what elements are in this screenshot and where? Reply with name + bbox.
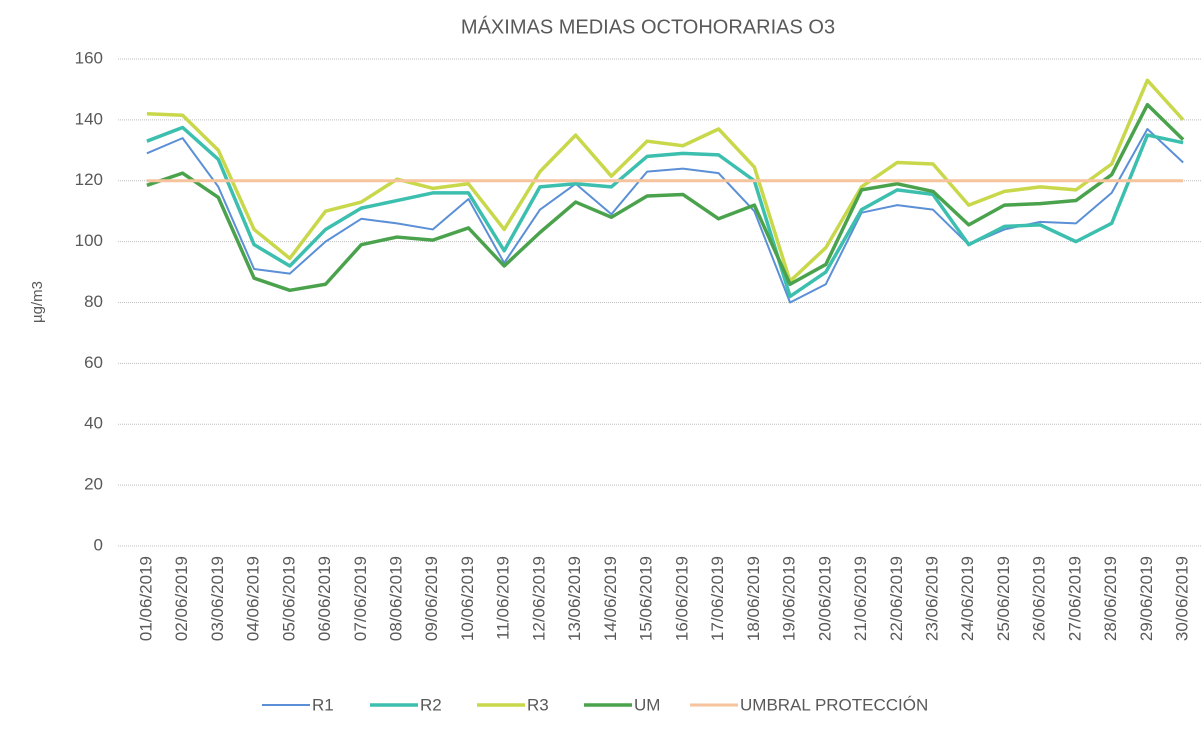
x-tick-label: 22/06/2019 bbox=[887, 556, 906, 641]
x-tick-label: 07/06/2019 bbox=[351, 556, 370, 641]
x-tick-label: 10/06/2019 bbox=[458, 556, 477, 641]
y-tick-label: 60 bbox=[84, 353, 103, 372]
x-tick-label: 29/06/2019 bbox=[1137, 556, 1156, 641]
x-tick-label: 04/06/2019 bbox=[244, 556, 263, 641]
x-tick-label: 26/06/2019 bbox=[1030, 556, 1049, 641]
x-tick-label: 15/06/2019 bbox=[637, 556, 656, 641]
y-tick-label: 80 bbox=[84, 292, 103, 311]
legend-label: R1 bbox=[312, 695, 334, 714]
legend-label: R3 bbox=[527, 695, 549, 714]
x-tick-label: 28/06/2019 bbox=[1101, 556, 1120, 641]
y-tick-label: 160 bbox=[75, 48, 103, 67]
legend-label: UMBRAL PROTECCIÓN bbox=[740, 695, 928, 714]
chart-title: MÁXIMAS MEDIAS OCTOHORARIAS O3 bbox=[461, 15, 835, 38]
y-axis-label: µg/m3 bbox=[29, 281, 46, 323]
x-tick-label: 09/06/2019 bbox=[422, 556, 441, 641]
y-tick-label: 40 bbox=[84, 414, 103, 433]
x-tick-label: 19/06/2019 bbox=[780, 556, 799, 641]
x-tick-label: 02/06/2019 bbox=[172, 556, 191, 641]
x-tick-label: 16/06/2019 bbox=[672, 556, 691, 641]
x-tick-label: 20/06/2019 bbox=[815, 556, 834, 641]
x-tick-label: 27/06/2019 bbox=[1065, 556, 1084, 641]
x-tick-label: 08/06/2019 bbox=[386, 556, 405, 641]
x-tick-label: 14/06/2019 bbox=[601, 556, 620, 641]
x-tick-label: 30/06/2019 bbox=[1173, 556, 1192, 641]
y-tick-label: 0 bbox=[94, 535, 103, 554]
y-tick-label: 140 bbox=[75, 109, 103, 128]
y-tick-label: 100 bbox=[75, 231, 103, 250]
series-line bbox=[146, 125, 1184, 299]
x-tick-label: 06/06/2019 bbox=[315, 556, 334, 641]
y-tick-label: 20 bbox=[84, 475, 103, 494]
series-line bbox=[146, 128, 1184, 304]
x-tick-label: 25/06/2019 bbox=[994, 556, 1013, 641]
series-line bbox=[146, 78, 1185, 283]
x-tick-label: 12/06/2019 bbox=[529, 556, 548, 641]
x-tick-label: 18/06/2019 bbox=[744, 556, 763, 641]
x-tick-label: 13/06/2019 bbox=[565, 556, 584, 641]
x-tick-label: 23/06/2019 bbox=[922, 556, 941, 641]
x-tick-label: 21/06/2019 bbox=[851, 556, 870, 641]
x-tick-label: 05/06/2019 bbox=[279, 556, 298, 641]
series-line bbox=[146, 102, 1185, 293]
x-tick-label: 17/06/2019 bbox=[708, 556, 727, 641]
x-tick-label: 24/06/2019 bbox=[958, 556, 977, 641]
x-tick-label: 01/06/2019 bbox=[136, 556, 155, 641]
y-tick-label: 120 bbox=[75, 170, 103, 189]
x-tick-label: 11/06/2019 bbox=[494, 556, 513, 640]
legend-label: UM bbox=[634, 695, 660, 714]
legend-label: R2 bbox=[420, 695, 442, 714]
x-tick-label: 03/06/2019 bbox=[208, 556, 227, 641]
